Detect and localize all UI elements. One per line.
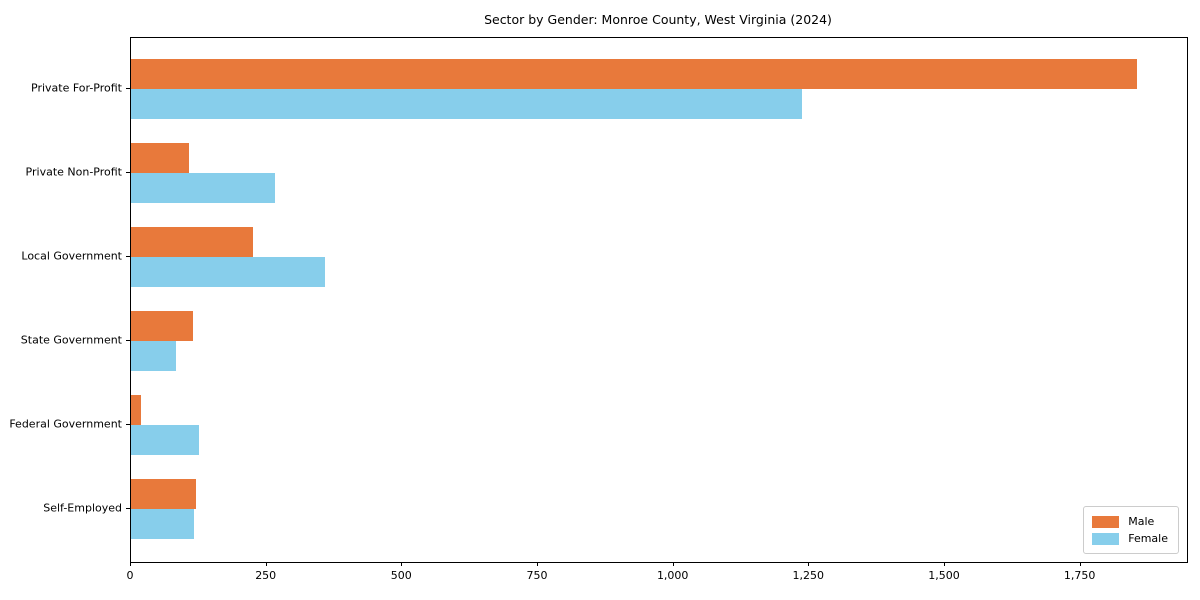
x-tick-mark	[130, 562, 131, 566]
chart-title: Sector by Gender: Monroe County, West Vi…	[484, 12, 832, 27]
bar-female-3	[131, 257, 325, 287]
legend: Male Female	[1083, 506, 1179, 554]
y-category-label: Private For-Profit	[31, 81, 122, 95]
bar-male-5	[131, 395, 141, 425]
x-tick-mark	[265, 562, 267, 566]
legend-label: Female	[1128, 532, 1168, 545]
x-tick-label: 0	[126, 569, 134, 582]
legend-label: Male	[1128, 515, 1155, 528]
y-tick-mark	[126, 172, 130, 173]
x-tick-mark	[944, 562, 945, 566]
bar-male-2	[131, 143, 189, 173]
y-tick-mark	[126, 424, 130, 425]
y-category-label: Local Government	[21, 249, 122, 263]
x-tick-label: 1,250	[792, 569, 825, 582]
bar-male-3	[131, 227, 253, 257]
bar-female-5	[131, 425, 199, 455]
y-tick-mark	[126, 88, 130, 89]
x-tick-mark	[537, 562, 538, 566]
x-tick-mark	[808, 562, 810, 566]
legend-item-male: Male	[1092, 513, 1168, 530]
plot-area: Male Female	[130, 37, 1188, 563]
y-tick-mark	[126, 508, 130, 509]
x-tick-label: 1,750	[1063, 569, 1096, 582]
y-tick-mark	[126, 340, 130, 341]
bar-female-2	[131, 173, 276, 203]
y-tick-mark	[126, 256, 130, 257]
legend-swatch-male	[1092, 515, 1120, 528]
x-tick-mark	[401, 562, 403, 566]
x-tick-label: 500	[390, 569, 412, 582]
y-category-label: Private Non-Profit	[25, 165, 122, 179]
bar-male-6	[131, 479, 197, 509]
x-tick-mark	[1079, 562, 1081, 566]
y-category-label: Federal Government	[9, 417, 122, 431]
x-tick-mark	[672, 562, 674, 566]
x-tick-label: 1,000	[656, 569, 689, 582]
x-tick-label: 250	[255, 569, 277, 582]
legend-item-female: Female	[1092, 530, 1168, 547]
x-tick-label: 750	[526, 569, 548, 582]
y-category-label: State Government	[20, 333, 122, 347]
bar-female-1	[131, 89, 802, 119]
y-category-label: Self-Employed	[43, 501, 122, 515]
legend-swatch-female	[1092, 532, 1120, 545]
bar-male-4	[131, 311, 193, 341]
bar-female-4	[131, 341, 176, 371]
bar-female-6	[131, 509, 194, 539]
x-tick-label: 1,500	[928, 569, 960, 582]
bar-male-1	[131, 59, 1137, 89]
